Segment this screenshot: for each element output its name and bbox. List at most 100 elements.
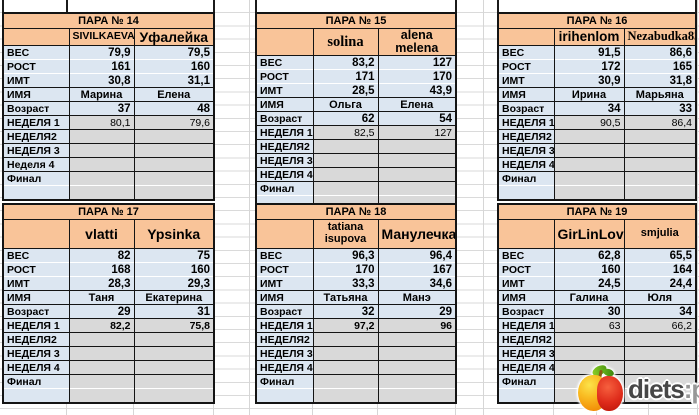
- row-label: [2, 185, 70, 200]
- table-row: НЕДЕЛЯ2: [2, 332, 215, 347]
- table-row: Финал: [497, 171, 697, 186]
- pair-table-18: ПАРА № 18 tatiana isupova Манулечка ВЕС 96,3…: [255, 203, 458, 404]
- value-cell: [312, 388, 379, 403]
- value-cell: Галина: [553, 290, 625, 305]
- table-row: НЕДЕЛЯ 3: [255, 346, 457, 361]
- value-cell: [623, 374, 697, 389]
- table-row: Возраст 30 34: [497, 304, 697, 319]
- table-row: ВЕС 83,2 127: [255, 55, 457, 70]
- value-cell: [553, 143, 625, 158]
- value-cell: [623, 129, 697, 144]
- row-label: [497, 185, 555, 200]
- row-label: ИМТ: [255, 83, 314, 98]
- participant-nickname: GirLinLove: [553, 219, 625, 249]
- pair-title: ПАРА № 15: [255, 12, 457, 29]
- value-cell: 160: [553, 262, 625, 277]
- value-cell: 32: [312, 304, 379, 319]
- value-cell: 54: [377, 111, 457, 126]
- value-cell: 75: [133, 248, 215, 263]
- row-label: Финал: [2, 171, 70, 186]
- value-cell: 172: [553, 59, 625, 74]
- table-row: НЕДЕЛЯ 1 97,2 96: [255, 318, 457, 333]
- participant-nickname: smjulia: [623, 219, 697, 249]
- participant-nickname: SIVILKAEVA: [68, 28, 135, 46]
- row-label: ИМЯ: [2, 290, 70, 305]
- table-row: Финал: [2, 374, 215, 389]
- participants-row-spacer: [497, 219, 555, 249]
- row-label: Финал: [255, 374, 314, 389]
- participants-row-spacer: [2, 219, 70, 249]
- value-cell: 37: [68, 101, 135, 116]
- value-cell: Елена: [377, 97, 457, 112]
- value-cell: 31,1: [133, 73, 215, 88]
- row-label: НЕДЕЛЯ2: [2, 332, 70, 347]
- table-row: ИМТ 30,8 31,1: [2, 73, 215, 88]
- value-cell: 28,5: [312, 83, 379, 98]
- row-label: [2, 388, 70, 403]
- pair-table-16: ПАРА № 16 irihenlom Nezabudka83 ВЕС 91,5 86,6…: [497, 12, 698, 201]
- row-label: РОСТ: [2, 59, 70, 74]
- table-row: РОСТ 171 170: [255, 69, 457, 84]
- table-row: Возраст 34 33: [497, 101, 697, 116]
- value-cell: 34,6: [377, 276, 457, 291]
- row-label: НЕДЕЛЯ 4: [255, 360, 314, 375]
- value-cell: [133, 185, 215, 200]
- value-cell: 161: [68, 59, 135, 74]
- column-border-stub: [66, 0, 68, 12]
- row-label: Возраст: [2, 304, 70, 319]
- value-cell: [133, 346, 215, 361]
- row-label: НЕДЕЛЯ 1: [255, 125, 314, 140]
- value-cell: [133, 171, 215, 186]
- value-cell: 160: [133, 59, 215, 74]
- value-cell: [377, 360, 457, 375]
- value-cell: 171: [312, 69, 379, 84]
- table-row: Финал: [255, 374, 457, 389]
- value-cell: 75,8: [133, 318, 215, 333]
- row-label: НЕДЕЛЯ 1: [497, 115, 555, 130]
- value-cell: [553, 346, 625, 361]
- row-label: НЕДЕЛЯ 1: [2, 115, 70, 130]
- value-cell: [623, 143, 697, 158]
- row-label: Финал: [497, 374, 555, 389]
- table-row: ИМТ 28,5 43,9: [255, 83, 457, 98]
- participant-nickname: Уфалейка: [133, 28, 215, 46]
- table-row: Финал: [497, 374, 697, 389]
- row-label: ИМЯ: [497, 290, 555, 305]
- value-cell: [68, 143, 135, 158]
- value-cell: [68, 374, 135, 389]
- table-row: НЕДЕЛЯ2: [497, 129, 697, 144]
- value-cell: 80,1: [68, 115, 135, 130]
- pair-title: ПАРА № 19: [497, 203, 697, 220]
- row-label: ВЕС: [2, 248, 70, 263]
- table-row: НЕДЕЛЯ 3: [497, 346, 697, 361]
- value-cell: [623, 157, 697, 172]
- table-row: НЕДЕЛЯ2: [497, 332, 697, 347]
- value-cell: Ольга: [312, 97, 379, 112]
- pair-table-17: ПАРА № 17 vlatti Ypsinka ВЕС 82 75 РОСТ 168 160 И…: [2, 203, 216, 404]
- row-label: РОСТ: [2, 262, 70, 277]
- table-row: ИМЯ Ирина Марьяна: [497, 87, 697, 102]
- row-label: ИМЯ: [255, 97, 314, 112]
- row-label: ИМЯ: [497, 87, 555, 102]
- value-cell: [68, 388, 135, 403]
- row-label: Финал: [2, 374, 70, 389]
- table-row: [2, 185, 215, 200]
- table-row: ИМТ 33,3 34,6: [255, 276, 457, 291]
- row-label: РОСТ: [497, 59, 555, 74]
- row-label: ИМТ: [497, 276, 555, 291]
- row-label: ВЕС: [255, 248, 314, 263]
- row-label: НЕДЕЛЯ 3: [2, 346, 70, 361]
- table-row: НЕДЕЛЯ 1 82,2 75,8: [2, 318, 215, 333]
- value-cell: 96,3: [312, 248, 379, 263]
- value-cell: 30,8: [68, 73, 135, 88]
- table-row: РОСТ 170 167: [255, 262, 457, 277]
- table-row: ВЕС 62,8 65,5: [497, 248, 697, 263]
- pair-title: ПАРА № 14: [2, 12, 215, 29]
- row-label: [497, 388, 555, 403]
- table-row: [255, 388, 457, 403]
- row-label: НЕДЕЛЯ 1: [255, 318, 314, 333]
- value-cell: 96: [377, 318, 457, 333]
- column-border-stub: [255, 0, 257, 12]
- value-cell: 65,5: [623, 248, 697, 263]
- value-cell: [623, 388, 697, 403]
